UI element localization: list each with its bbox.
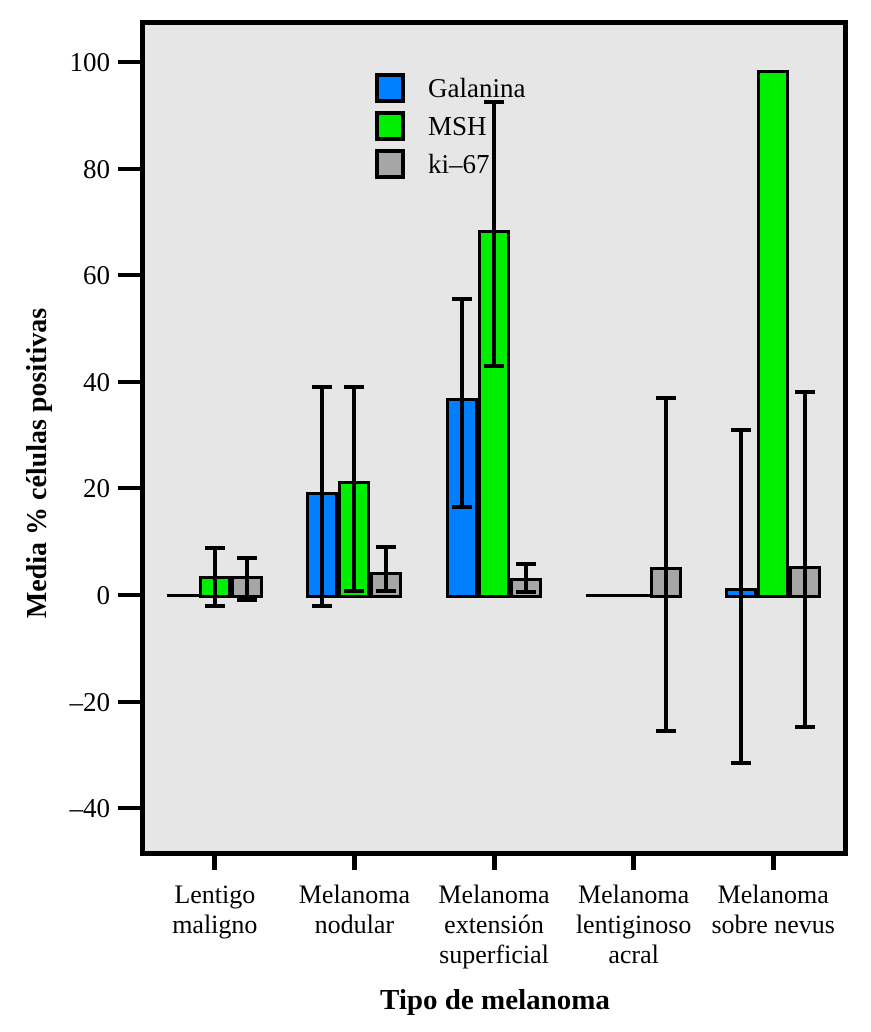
error-bar-ki-67-melanoma-nodular-cap-bottom bbox=[376, 588, 397, 593]
error-bar-msh-lentigo-maligno-cap-bottom bbox=[204, 603, 225, 608]
x-tick-label-line: Lentigo bbox=[174, 880, 256, 909]
x-tick-label-line: maligno bbox=[172, 910, 258, 939]
x-tick-label-line: superficial bbox=[439, 940, 549, 969]
error-bar-galanina-melanoma-nodular-cap-bottom bbox=[312, 603, 333, 608]
x-tick-label-line: Melanoma bbox=[438, 880, 550, 909]
error-bar-ki-67-melanoma-sobre-nevus-cap-bottom bbox=[795, 725, 816, 730]
error-bar-msh-melanoma-extensi-n-superficial-cap-top bbox=[484, 99, 504, 104]
x-tick-label-melanoma-extensi-n-superficial: Melanoma extensión superficial bbox=[399, 880, 589, 970]
x-tick-label-line: Melanoma bbox=[578, 880, 690, 909]
x-tick-melanoma-extensi-n-superficial bbox=[491, 851, 497, 870]
error-bar-msh-melanoma-extensi-n-superficial-cap-bottom bbox=[484, 363, 504, 368]
y-tick--40 bbox=[118, 806, 142, 811]
error-bar-galanina-melanoma-sobre-nevus bbox=[739, 429, 744, 763]
error-bar-msh-lentigo-maligno-cap-top bbox=[204, 546, 225, 551]
error-bar-msh-melanoma-nodular-cap-bottom bbox=[344, 589, 365, 594]
x-tick-label-line: sobre nevus bbox=[711, 910, 835, 939]
x-tick-melanoma-sobre-nevus bbox=[770, 851, 776, 870]
error-bar-galanina-melanoma-extensi-n-superficial bbox=[460, 299, 464, 508]
y-tick-100 bbox=[118, 60, 142, 64]
x-tick-label-line: nodular bbox=[314, 910, 395, 939]
legend-swatch-ki-67 bbox=[375, 149, 405, 179]
legend-item-galanina: Galanina bbox=[375, 73, 525, 103]
y-tick--20 bbox=[118, 699, 142, 704]
error-bar-galanina-melanoma-nodular-cap-top bbox=[312, 385, 333, 390]
error-bar-ki-67-melanoma-lentiginoso-acral bbox=[663, 397, 668, 731]
x-tick-label-line: lentiginoso bbox=[575, 910, 692, 939]
y-tick-80 bbox=[118, 166, 142, 171]
error-bar-ki-67-melanoma-extensi-n-superficial-cap-top bbox=[516, 562, 536, 567]
error-bar-msh-melanoma-extensi-n-superficial bbox=[492, 101, 496, 366]
legend-label-ki-67: ki–67 bbox=[428, 148, 490, 179]
legend-swatch-msh bbox=[375, 111, 405, 141]
plot-area: Galanina MSH ki–67 bbox=[140, 20, 848, 856]
x-tick-label-melanoma-sobre-nevus: Melanoma sobre nevus bbox=[678, 880, 868, 940]
error-bar-ki-67-melanoma-sobre-nevus-cap-top bbox=[795, 390, 816, 395]
x-tick-label-line: acral bbox=[608, 940, 659, 969]
bar-msh-melanoma-lentiginoso-acral bbox=[617, 594, 650, 597]
error-bar-ki-67-melanoma-lentiginoso-acral-cap-top bbox=[655, 395, 676, 400]
error-bar-galanina-melanoma-extensi-n-superficial-cap-top bbox=[452, 297, 472, 302]
x-tick-label-melanoma-lentiginoso-acral: Melanoma lentiginoso acral bbox=[539, 880, 729, 970]
error-bar-ki-67-lentigo-maligno bbox=[244, 557, 249, 601]
x-tick-label-lentigo-maligno: Lentigo maligno bbox=[120, 880, 310, 940]
y-tick-label-40: 40 bbox=[83, 366, 110, 397]
y-tick-label-60: 60 bbox=[83, 260, 110, 291]
error-bar-msh-melanoma-nodular bbox=[352, 387, 357, 592]
legend-item-ki-67: ki–67 bbox=[375, 149, 525, 179]
error-bar-ki-67-lentigo-maligno-cap-bottom bbox=[236, 598, 257, 603]
x-tick-melanoma-lentiginoso-acral bbox=[631, 851, 637, 870]
error-bars-layer bbox=[145, 25, 843, 851]
y-axis-title: Media % células positivas bbox=[22, 307, 53, 619]
y-tick-label-20: 20 bbox=[83, 473, 110, 504]
error-bar-msh-melanoma-nodular-cap-top bbox=[344, 385, 365, 390]
error-bar-galanina-melanoma-sobre-nevus-cap-bottom bbox=[731, 760, 752, 765]
legend-item-msh: MSH bbox=[375, 111, 525, 141]
x-tick-label-line: extensión bbox=[444, 910, 544, 939]
bar-galanina-melanoma-lentiginoso-acral bbox=[585, 594, 618, 597]
x-tick-melanoma-nodular bbox=[351, 851, 357, 870]
y-tick-60 bbox=[118, 273, 142, 278]
error-bar-ki-67-melanoma-nodular-cap-top bbox=[376, 545, 397, 550]
y-tick-label-100: 100 bbox=[69, 47, 111, 77]
x-axis-title: Tipo de melanoma bbox=[380, 984, 610, 1016]
x-tick-label-line: Melanoma bbox=[298, 880, 410, 909]
x-tick-lentigo-maligno bbox=[212, 851, 218, 870]
y-tick-label--20: –20 bbox=[69, 686, 111, 717]
error-bar-galanina-melanoma-extensi-n-superficial-cap-bottom bbox=[452, 505, 472, 510]
y-tick-label-0: 0 bbox=[96, 580, 111, 610]
error-bar-ki-67-melanoma-sobre-nevus bbox=[803, 392, 808, 728]
x-tick-label-melanoma-nodular: Melanoma nodular bbox=[259, 880, 449, 940]
y-tick-0 bbox=[118, 593, 142, 597]
legend: Galanina MSH ki–67 bbox=[375, 73, 525, 187]
x-tick-label-line: Melanoma bbox=[717, 880, 829, 909]
y-tick-label-80: 80 bbox=[83, 153, 110, 184]
error-bar-ki-67-melanoma-lentiginoso-acral-cap-bottom bbox=[655, 728, 676, 733]
error-bar-ki-67-melanoma-extensi-n-superficial bbox=[524, 564, 528, 592]
y-tick-40 bbox=[118, 379, 142, 384]
y-tick-label--40: –40 bbox=[69, 793, 111, 824]
error-bar-galanina-melanoma-sobre-nevus-cap-top bbox=[731, 427, 752, 432]
error-bar-ki-67-melanoma-extensi-n-superficial-cap-bottom bbox=[516, 589, 536, 594]
legend-swatch-galanina bbox=[375, 73, 405, 103]
bar-msh-melanoma-sobre-nevus bbox=[757, 69, 790, 598]
error-bar-msh-lentigo-maligno bbox=[212, 548, 217, 606]
legend-label-galanina: Galanina bbox=[428, 72, 526, 103]
error-bar-ki-67-melanoma-nodular bbox=[384, 547, 389, 591]
y-tick-20 bbox=[118, 486, 142, 491]
legend-label-msh: MSH bbox=[428, 110, 487, 141]
error-bar-ki-67-lentigo-maligno-cap-top bbox=[236, 555, 257, 560]
error-bar-galanina-melanoma-nodular bbox=[320, 387, 325, 606]
bar-galanina-lentigo-maligno bbox=[166, 594, 199, 597]
